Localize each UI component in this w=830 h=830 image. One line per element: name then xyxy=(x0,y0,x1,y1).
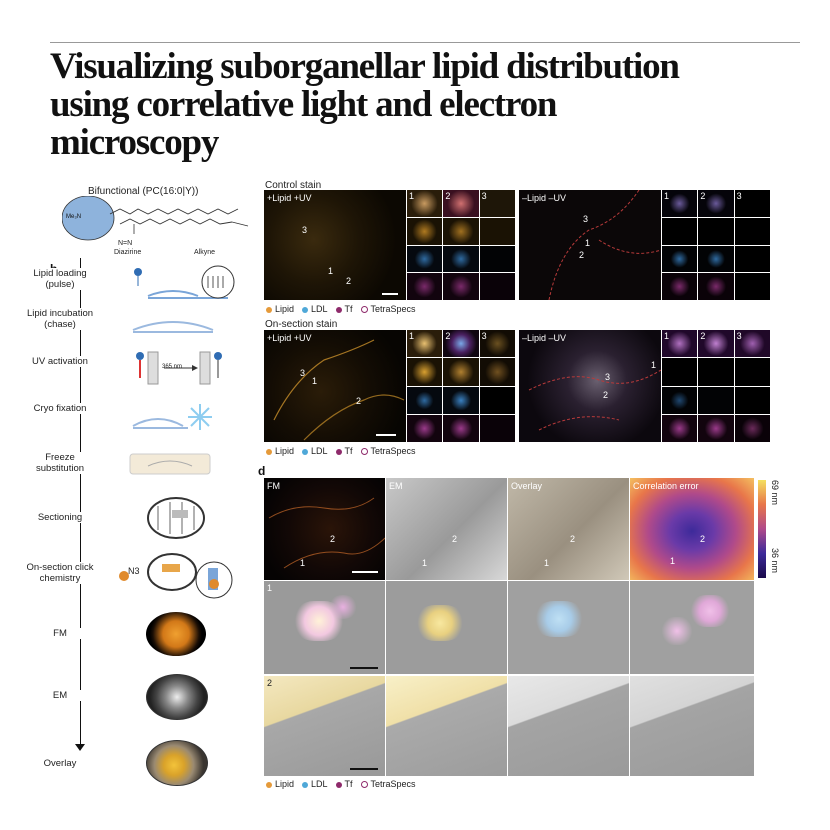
onsection-plus-image: +Lipid +UV 3 1 2 xyxy=(264,330,406,442)
lipid-incubation-illustration xyxy=(132,321,214,333)
freeze-substitution-illustration xyxy=(129,453,211,475)
d-roi1-scale-bar xyxy=(350,667,378,669)
d-roi2-fm-em: 2 xyxy=(264,676,385,776)
onsection-plus-scale-bar xyxy=(376,434,396,436)
step-sectioning: Sectioning xyxy=(20,512,100,523)
d-em-overview: EM 2 1 xyxy=(386,478,507,580)
d-legend: Lipid LDL Tf TetraSpecs xyxy=(266,779,416,789)
step-lipid-loading: Lipid loading (pulse) xyxy=(20,268,100,290)
em-illustration xyxy=(146,674,208,720)
d-fm-overview: FM 2 1 xyxy=(264,478,385,580)
cryo-fixation-illustration xyxy=(132,404,212,430)
d-correlation-error-map: Correlation error 2 1 xyxy=(630,478,754,580)
control-stain-title: Control stain xyxy=(265,180,322,191)
onsection-plus-crops: 1 2 3 xyxy=(407,330,515,442)
article-title: Visualizing suborganellar lipid distribu… xyxy=(50,48,810,162)
control-plus-roi-1: 1 xyxy=(328,266,334,276)
title-line-2: using correlative light and electron xyxy=(50,84,557,125)
timeline-arrow-icon xyxy=(75,744,85,751)
control-minus-crops: 1 2 3 xyxy=(662,190,770,300)
onsection-minus-image: –Lipid –UV 3 2 1 xyxy=(519,330,661,442)
d-roi1-ldl-em xyxy=(508,581,629,674)
onsection-stain-title: On-section stain xyxy=(265,319,338,330)
svg-text:Me₃N: Me₃N xyxy=(66,214,81,220)
uv-wavelength-label: 365 nm xyxy=(162,364,183,370)
control-plus-roi-3: 3 xyxy=(302,225,308,235)
step-click-chemistry: On-section click chemistry xyxy=(20,562,100,584)
control-plus-image: +Lipid +UV 3 1 2 xyxy=(264,190,406,300)
d-overlay-overview: Overlay 2 1 xyxy=(508,478,629,580)
n2-label: N=N xyxy=(118,240,133,247)
d-roi2-ldl-em xyxy=(508,676,629,776)
workflow-timeline xyxy=(80,258,81,748)
colorbar-min-label: 36 nm xyxy=(770,548,780,574)
control-plus-scale-bar xyxy=(382,293,398,295)
control-plus-crops: 1 2 3 xyxy=(407,190,515,300)
diazirine-label: Diazirine xyxy=(114,249,142,256)
d-roi1-tf-em xyxy=(630,581,754,674)
step-cryo-fixation: Cryo fixation xyxy=(20,403,100,414)
control-minus-tag: –Lipid –UV xyxy=(522,193,567,203)
control-legend: Lipid LDL Tf TetraSpecs xyxy=(266,304,416,314)
header-rule xyxy=(50,42,800,43)
control-minus-image: –Lipid –UV 3 1 2 xyxy=(519,190,661,300)
control-plus-tag: +Lipid +UV xyxy=(267,193,312,203)
bifunctional-lipid-label: Bifunctional (PC(16:0|Y)) xyxy=(88,186,199,197)
error-colorbar xyxy=(758,480,766,578)
colorbar-max-label: 69 nm xyxy=(770,480,780,506)
lipid-loading-illustration xyxy=(134,265,235,299)
d-roi2-lipid-em xyxy=(386,676,507,776)
sectioning-illustration xyxy=(147,497,205,539)
title-line-1: Visualizing suborganellar lipid distribu… xyxy=(50,46,680,87)
click-chemistry-illustration xyxy=(119,553,233,599)
fm-illustration xyxy=(146,612,206,656)
d-roi2-tf-em xyxy=(630,676,754,776)
d-roi2-scale-bar xyxy=(350,768,378,770)
bifunctional-lipid-structure: Me₃N xyxy=(62,196,249,241)
panel-d-label: d xyxy=(258,464,266,478)
overlay-illustration xyxy=(146,740,208,786)
azide-label: N3 xyxy=(128,566,140,576)
step-lipid-incubation: Lipid incubation (chase) xyxy=(20,308,100,330)
step-fm: FM xyxy=(20,628,100,639)
d-fm-scale-bar xyxy=(352,571,378,573)
onsection-minus-crops: 1 2 3 xyxy=(662,330,770,442)
onsection-legend: Lipid LDL Tf TetraSpecs xyxy=(266,446,416,456)
step-uv-activation: UV activation xyxy=(20,356,100,367)
alkyne-label: Alkyne xyxy=(194,249,216,256)
uv-activation-illustration xyxy=(136,351,222,385)
control-plus-roi-2: 2 xyxy=(346,276,352,286)
step-freeze-substitution: Freeze substitution xyxy=(20,452,100,474)
title-line-3: microscopy xyxy=(50,122,219,163)
step-em: EM xyxy=(20,690,100,701)
step-overlay: Overlay xyxy=(20,758,100,769)
d-roi1-fm-em: 1 xyxy=(264,581,385,674)
d-roi1-lipid-em xyxy=(386,581,507,674)
